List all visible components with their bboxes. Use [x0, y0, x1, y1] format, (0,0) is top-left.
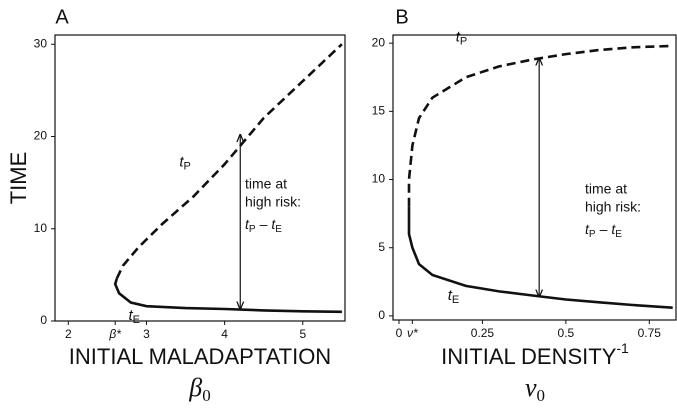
- dashed-curve: [407, 44, 673, 207]
- y-tick-label: 10: [372, 172, 386, 186]
- curve-label: tE: [128, 307, 140, 326]
- x-axis-label: INITIAL MALADAPTATION: [69, 344, 331, 369]
- formula-op: –: [600, 221, 608, 237]
- curve-label-sub: E: [452, 294, 459, 306]
- x-axis-label-text: INITIAL DENSITY: [441, 344, 617, 369]
- x-tick-label: 5: [299, 327, 306, 341]
- x-tick-label: 3: [143, 327, 150, 341]
- x-tick-label: 2: [65, 327, 72, 341]
- y-tick-label: 20: [372, 35, 386, 49]
- y-tick-label: 30: [34, 36, 48, 50]
- symbol-sub: 0: [537, 386, 546, 405]
- y-axis-label: TIME: [6, 152, 31, 205]
- formula-op: –: [260, 216, 268, 232]
- annotation: time at: [245, 176, 287, 192]
- y-tick-label: 15: [372, 104, 386, 118]
- solid-curve: [113, 278, 342, 314]
- x-axis-label-sup: -1: [616, 340, 629, 356]
- formula-sub: E: [275, 224, 282, 235]
- formula-sub: P: [589, 229, 596, 240]
- formula-sub: E: [615, 229, 622, 240]
- y-tick-label: 0: [40, 313, 47, 327]
- symbol: β: [188, 373, 202, 402]
- formula-t: t: [271, 216, 276, 232]
- x-axis-label-text: INITIAL MALADAPTATION: [69, 344, 331, 369]
- annotation: time at: [585, 181, 627, 197]
- annotation: high risk:: [585, 199, 641, 215]
- x-tick-label: 0.5: [558, 326, 575, 340]
- panel-letter: B: [395, 6, 408, 28]
- formula-t: t: [585, 221, 590, 237]
- y-tick-label: 5: [378, 240, 385, 254]
- x-tick-label: ν*: [407, 326, 418, 340]
- x-axis-label: INITIAL DENSITY-1: [441, 340, 629, 369]
- curve-label-t: t: [128, 307, 133, 324]
- curve-label-t: t: [179, 153, 184, 170]
- annotation: high risk:: [245, 194, 301, 210]
- curve-label: tP: [456, 28, 468, 47]
- formula-t: t: [611, 221, 616, 237]
- annotation-formula: tP – tE: [245, 216, 282, 235]
- x-axis-symbol: β0: [188, 373, 210, 405]
- x-axis-symbol: ν0: [525, 373, 545, 405]
- curve-label-sub: E: [133, 314, 140, 326]
- curve-label-sub: P: [460, 35, 467, 47]
- formula-sub: P: [249, 224, 256, 235]
- dashed-curve: [115, 43, 343, 280]
- x-tick-label: 4: [221, 327, 228, 341]
- curve-label-t: t: [448, 287, 453, 304]
- plot-frame: [392, 34, 677, 321]
- y-tick-label: 0: [378, 308, 385, 322]
- panel-letter: A: [55, 6, 69, 28]
- x-tick-label: 0.75: [638, 326, 662, 340]
- y-tick-label: 10: [34, 221, 48, 235]
- solid-curve: [407, 206, 673, 309]
- symbol-sub: 0: [202, 386, 211, 405]
- x-tick-label: 0: [396, 326, 403, 340]
- y-tick-label: 20: [34, 129, 48, 143]
- curve-label: tP: [179, 153, 191, 172]
- curve-label-t: t: [456, 28, 461, 45]
- x-tick-label: 0.25: [471, 326, 495, 340]
- plot-frame: [54, 34, 346, 322]
- curve-label: tE: [448, 287, 460, 306]
- curve-label-sub: P: [184, 160, 191, 172]
- formula-t: t: [245, 216, 250, 232]
- x-tick-label: β*: [108, 327, 121, 341]
- annotation-formula: tP – tE: [585, 221, 622, 240]
- symbol: ν: [525, 373, 537, 402]
